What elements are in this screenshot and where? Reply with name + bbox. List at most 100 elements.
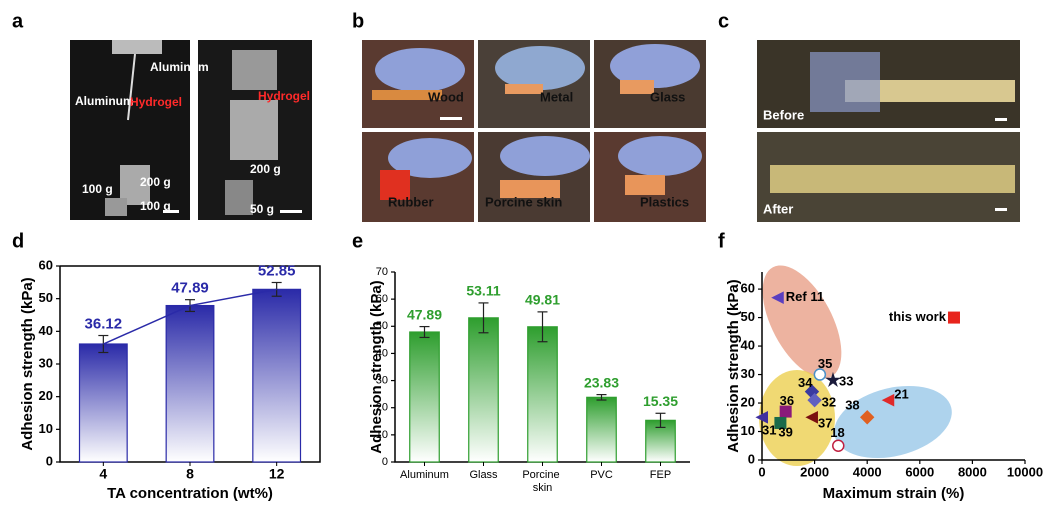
x-tick-label: 4 [99, 466, 107, 482]
photo-label: Aluminum [75, 94, 134, 108]
plastic [625, 175, 665, 195]
x-tick-label: 2000 [800, 464, 829, 479]
y-tick-label: 50 [376, 320, 388, 332]
y-tick-label: 10 [376, 429, 388, 441]
point [881, 393, 895, 407]
weight [230, 100, 278, 160]
y-tick-label: 0 [382, 456, 388, 468]
hydrogel [372, 90, 442, 100]
weight [225, 180, 253, 215]
y-tick-label: 10 [39, 421, 53, 436]
hydrogel [620, 80, 654, 94]
y-tick-label: 10 [741, 423, 755, 438]
value-label: 23.83 [584, 374, 619, 390]
point-label: 35 [818, 356, 832, 371]
photo-label: Before [763, 107, 804, 122]
glove [618, 136, 702, 176]
point-label: Ref 11 [786, 289, 824, 304]
value-label: 47.89 [171, 280, 209, 297]
bar [586, 396, 617, 463]
point [755, 410, 768, 424]
point-label: this work [889, 309, 947, 324]
scale-bar [995, 118, 1007, 121]
y-tick-label: 40 [376, 347, 388, 359]
point-label: 39 [778, 424, 792, 439]
y-axis-title: Adhesion strength (kPa) [19, 277, 36, 450]
photo-grid [362, 40, 706, 222]
scale-bar [995, 208, 1007, 211]
value-label: 52.85 [258, 262, 296, 279]
glove [500, 136, 590, 176]
value-label: 15.35 [643, 393, 678, 409]
point-label: 18 [830, 425, 844, 440]
point [813, 368, 827, 381]
panel-letter: b [352, 10, 364, 32]
panel-letter: f [718, 230, 725, 252]
y-tick-label: 60 [39, 257, 53, 272]
scale-bar [280, 210, 302, 213]
y-tick-label: 70 [376, 266, 388, 278]
bar [252, 288, 302, 463]
glove [810, 52, 880, 112]
photo-label: Plastics [640, 194, 689, 209]
photo-label: Porcine skin [485, 194, 562, 209]
scale-bar [163, 210, 179, 213]
point-label: 34 [798, 375, 813, 390]
region [762, 265, 842, 379]
y-tick-label: 20 [376, 402, 388, 414]
clamp [112, 40, 162, 54]
value-label: 36.12 [85, 315, 123, 332]
x-tick-label: Aluminum [400, 469, 449, 481]
photo-label: 100 g [82, 182, 113, 196]
y-tick-label: 30 [376, 374, 388, 386]
point-label: 21 [894, 387, 908, 402]
point-label: 38 [845, 398, 859, 413]
glove [388, 138, 472, 178]
y-tick-label: 0 [46, 453, 53, 468]
point [771, 291, 784, 304]
panel-letter: c [718, 10, 729, 32]
point-label: 32 [822, 395, 836, 410]
bar [527, 326, 558, 463]
panel-letter: e [352, 230, 363, 252]
glove [375, 48, 465, 92]
point [947, 311, 960, 324]
point [825, 371, 841, 387]
y-tick-label: 40 [39, 323, 53, 338]
photo-label: 50 g [250, 202, 274, 216]
bar [78, 343, 128, 463]
y-axis-title: Adhesion strength (kPa) [368, 280, 385, 453]
value-label: 49.81 [525, 292, 560, 308]
x-tick-label: Porcine skin [522, 469, 562, 494]
value-label: 53.11 [466, 283, 500, 299]
x-tick-label: 4000 [853, 464, 882, 479]
x-tick-label: 8 [186, 466, 194, 482]
point [832, 439, 845, 453]
trend-line [103, 288, 277, 345]
x-axis-title: TA concentration (wt%) [107, 485, 273, 502]
y-tick-label: 60 [741, 281, 755, 296]
y-tick-label: 30 [39, 355, 53, 370]
y-tick-label: 20 [741, 394, 755, 409]
hydrogel [505, 84, 543, 94]
glove [610, 44, 700, 88]
photo-label: Wood [428, 89, 464, 104]
point [807, 392, 822, 408]
panel-letter: d [12, 230, 24, 252]
weight [105, 198, 127, 216]
photo-label: Aluminum [150, 60, 209, 74]
ruler [845, 80, 1015, 102]
point-label: 33 [839, 374, 853, 389]
bar [165, 304, 215, 463]
x-tick-label: 6000 [905, 464, 934, 479]
photo-label: Rubber [388, 194, 434, 209]
point-label: 37 [818, 416, 832, 431]
wire [127, 53, 136, 121]
photo-label: Glass [650, 89, 685, 104]
y-tick-label: 50 [39, 290, 53, 305]
y-tick-label: 0 [748, 451, 755, 466]
x-tick-label: 8000 [958, 464, 987, 479]
bar [409, 331, 440, 463]
